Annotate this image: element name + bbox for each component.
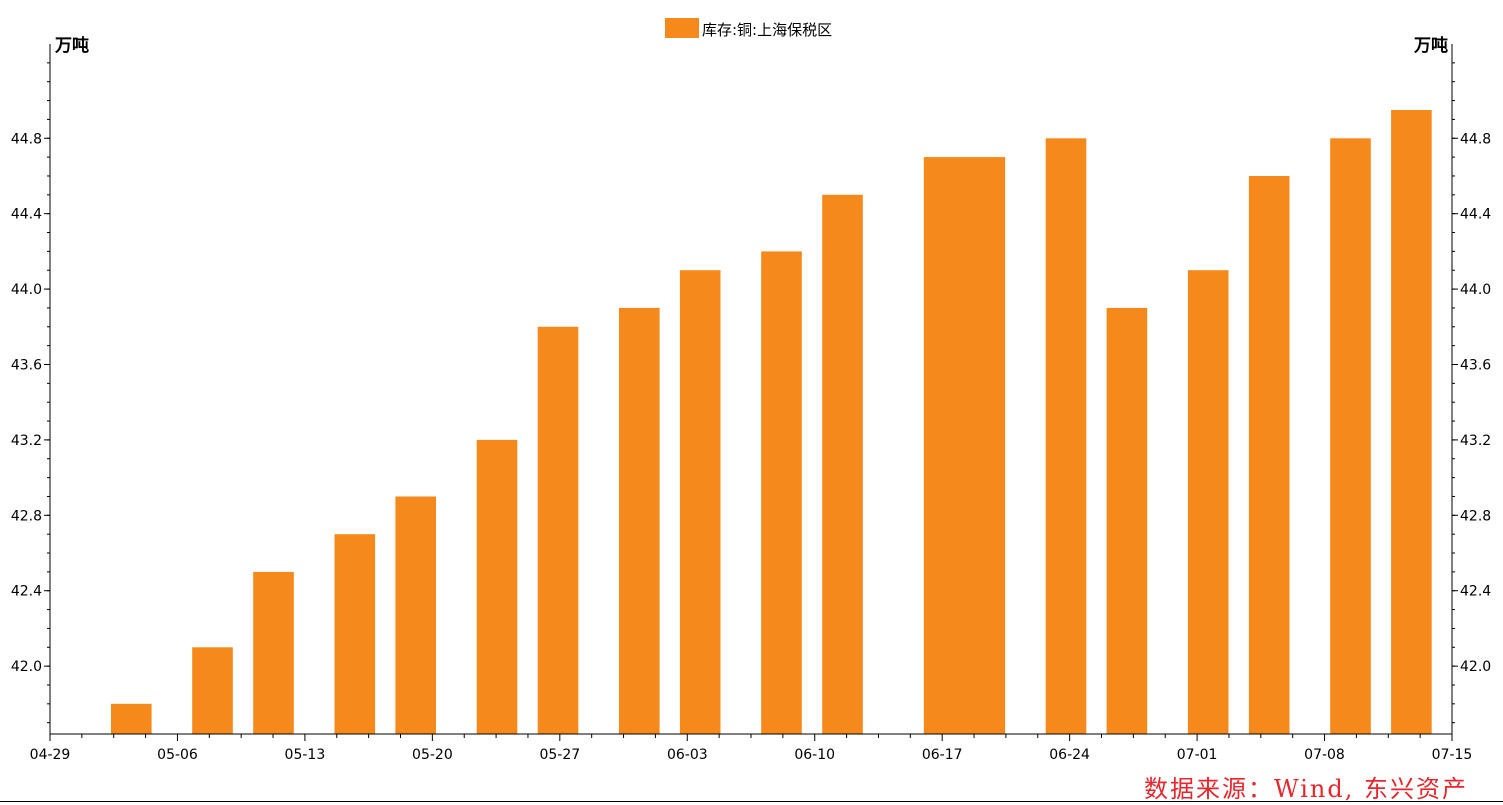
bar-15	[1248, 176, 1290, 734]
y-left-tick-label-0: 42.0	[11, 659, 42, 675]
axes: 04-29 05-06 05-13 05-20 05-27 06-03 06-10 06-17…	[11, 44, 1491, 763]
y-right-tick-label-1: 42.4	[1460, 584, 1491, 600]
y-right-tick-label-3: 43.2	[1460, 433, 1491, 449]
x-tick-label-2: 05-13	[285, 747, 326, 763]
bar-1	[192, 647, 233, 734]
y-right-tick-label-6: 44.4	[1460, 207, 1491, 223]
bar-4	[395, 496, 436, 734]
x-tick-label-7: 06-17	[922, 747, 963, 763]
legend-label: 库存:铜:上海保税区	[702, 21, 832, 39]
y-right-tick-label-2: 42.8	[1460, 508, 1491, 524]
y-left-tick-label-6: 44.4	[11, 207, 42, 223]
x-tick-label-6: 06-10	[794, 747, 835, 763]
bar-series	[111, 110, 1432, 735]
x-tick-label-9: 07-01	[1177, 747, 1218, 763]
x-tick-label-0: 04-29	[30, 747, 71, 763]
x-tick-label-3: 05-20	[412, 747, 453, 763]
bar-9	[761, 251, 802, 734]
bar-12	[1045, 138, 1087, 735]
bar-13	[1106, 307, 1148, 734]
x-tick-label-8: 06-24	[1049, 747, 1090, 763]
x-tick-label-11: 07-15	[1432, 747, 1473, 763]
bar-3	[334, 534, 376, 734]
y-left-tick-label-3: 43.2	[11, 433, 42, 449]
y-left-tick-label-4: 43.6	[11, 358, 42, 374]
y-right-tick-label-7: 44.8	[1460, 131, 1491, 147]
y-right-tick-label-5: 44.0	[1460, 282, 1491, 298]
x-tick-label-10: 07-08	[1304, 747, 1345, 763]
legend: 库存:铜:上海保税区	[665, 18, 832, 39]
y-left-tick-label-7: 44.8	[11, 131, 42, 147]
x-tick-label-5: 06-03	[667, 747, 708, 763]
y-left-tick-label-5: 44.0	[11, 282, 42, 298]
bar-17	[1391, 110, 1432, 734]
bar-0	[111, 703, 152, 734]
bar-11	[923, 157, 1006, 735]
bar-16	[1330, 138, 1371, 735]
bottom-rule	[0, 801, 1503, 802]
bar-2	[253, 571, 294, 734]
y-axis-right-unit: 万吨	[1413, 35, 1448, 56]
y-left-tick-label-1: 42.4	[11, 584, 42, 600]
bar-5	[476, 439, 518, 734]
bar-7	[619, 307, 660, 734]
y-left-tick-label-2: 42.8	[11, 508, 42, 524]
legend-swatch	[665, 18, 699, 38]
x-tick-label-4: 05-27	[539, 747, 580, 763]
bar-10	[822, 194, 863, 735]
y-right-tick-label-0: 42.0	[1460, 659, 1491, 675]
y-right-tick-label-4: 43.6	[1460, 358, 1491, 374]
source-note: 数据来源：Wind, 东兴资产	[1144, 775, 1468, 803]
y-axis-left-unit: 万吨	[54, 35, 89, 56]
bar-14	[1187, 270, 1229, 734]
x-tick-label-1: 05-06	[157, 747, 198, 763]
bar-6	[537, 326, 579, 734]
bar-8	[679, 270, 721, 734]
